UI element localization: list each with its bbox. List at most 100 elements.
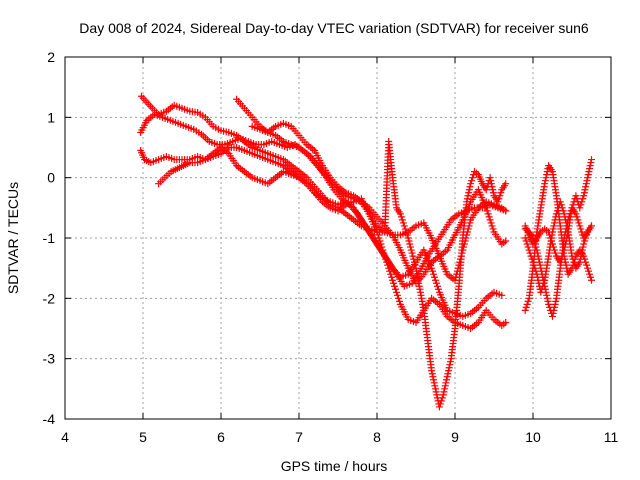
data-point xyxy=(434,285,442,293)
data-point xyxy=(430,270,438,278)
data-point xyxy=(468,177,476,185)
data-point xyxy=(533,270,541,278)
data-point xyxy=(563,222,571,230)
data-point xyxy=(406,240,414,248)
data-point xyxy=(381,252,389,260)
data-point xyxy=(522,303,530,311)
data-point xyxy=(532,267,540,275)
data-point xyxy=(396,210,404,218)
data-point xyxy=(588,276,595,284)
data-point xyxy=(534,252,542,260)
data-point xyxy=(580,240,588,248)
data-point xyxy=(581,186,589,194)
data-point xyxy=(523,240,531,248)
data-point xyxy=(489,225,497,233)
data-point xyxy=(581,237,589,245)
data-point xyxy=(428,370,436,378)
data-point xyxy=(579,243,587,251)
data-point xyxy=(497,189,505,197)
data-point xyxy=(489,186,497,194)
data-point xyxy=(464,192,472,200)
data-point xyxy=(544,297,552,305)
data-point xyxy=(411,261,419,269)
data-point xyxy=(579,195,587,203)
data-point xyxy=(561,213,569,221)
data-point xyxy=(577,201,585,209)
data-point xyxy=(388,273,396,281)
data-point xyxy=(407,243,415,251)
data-point xyxy=(523,300,531,308)
data-point xyxy=(378,243,386,251)
data-point xyxy=(543,291,551,299)
data-point xyxy=(552,210,560,218)
data-point xyxy=(410,258,418,266)
data-point xyxy=(439,391,447,399)
data-point xyxy=(575,219,583,227)
data-point xyxy=(405,237,413,245)
data-point xyxy=(488,222,496,230)
data-point xyxy=(428,264,436,272)
series-track-1 xyxy=(137,92,510,284)
data-point xyxy=(552,213,560,221)
data-point xyxy=(438,394,446,402)
data-point xyxy=(549,309,557,317)
data-point xyxy=(530,261,538,269)
series-track-9 xyxy=(521,156,595,266)
data-point xyxy=(395,297,403,305)
data-point xyxy=(536,258,543,266)
data-point xyxy=(430,379,438,387)
x-tick-label: 10 xyxy=(525,429,541,445)
data-point xyxy=(582,234,590,242)
data-point xyxy=(540,279,548,287)
data-point xyxy=(558,204,566,212)
data-point xyxy=(576,222,584,230)
data-point xyxy=(465,186,473,194)
series-track-5 xyxy=(233,95,510,287)
data-point xyxy=(377,240,385,248)
series-track-10 xyxy=(521,198,595,296)
data-point xyxy=(538,285,546,293)
data-point xyxy=(384,261,392,269)
data-point xyxy=(578,228,586,236)
data-point xyxy=(437,397,445,405)
data-point xyxy=(496,192,504,200)
data-point xyxy=(403,231,411,239)
data-point xyxy=(577,252,585,260)
data-point xyxy=(442,379,450,387)
data-point xyxy=(585,267,593,275)
data-point xyxy=(587,159,595,167)
data-point xyxy=(537,264,545,272)
data-point xyxy=(435,403,443,411)
data-point xyxy=(534,249,542,257)
data-point xyxy=(537,288,545,296)
data-point xyxy=(432,279,440,287)
data-point xyxy=(558,252,566,260)
data-point xyxy=(397,213,405,221)
data-point xyxy=(386,267,394,275)
data-point xyxy=(535,255,543,263)
data-point xyxy=(534,276,542,284)
data-point xyxy=(525,246,533,254)
data-point xyxy=(585,168,593,176)
data-point xyxy=(382,255,390,263)
data-point xyxy=(569,201,577,209)
data-point xyxy=(551,300,559,308)
data-point xyxy=(483,207,491,215)
x-axis-label: GPS time / hours xyxy=(281,458,388,474)
data-point xyxy=(391,282,399,290)
data-point xyxy=(441,382,449,390)
data-point xyxy=(587,273,595,281)
data-point xyxy=(482,204,490,212)
data-point xyxy=(573,195,581,203)
data-point xyxy=(584,174,592,182)
chart-title: Day 008 of 2024, Sidereal Day-to-day VTE… xyxy=(79,20,589,36)
data-point xyxy=(550,306,558,314)
data-point xyxy=(401,225,409,233)
data-point xyxy=(463,198,471,206)
data-point xyxy=(392,285,400,293)
data-point xyxy=(578,198,586,206)
data-point xyxy=(429,267,437,275)
y-tick-label: 1 xyxy=(47,109,55,125)
data-point xyxy=(559,207,567,215)
data-point xyxy=(578,246,586,254)
